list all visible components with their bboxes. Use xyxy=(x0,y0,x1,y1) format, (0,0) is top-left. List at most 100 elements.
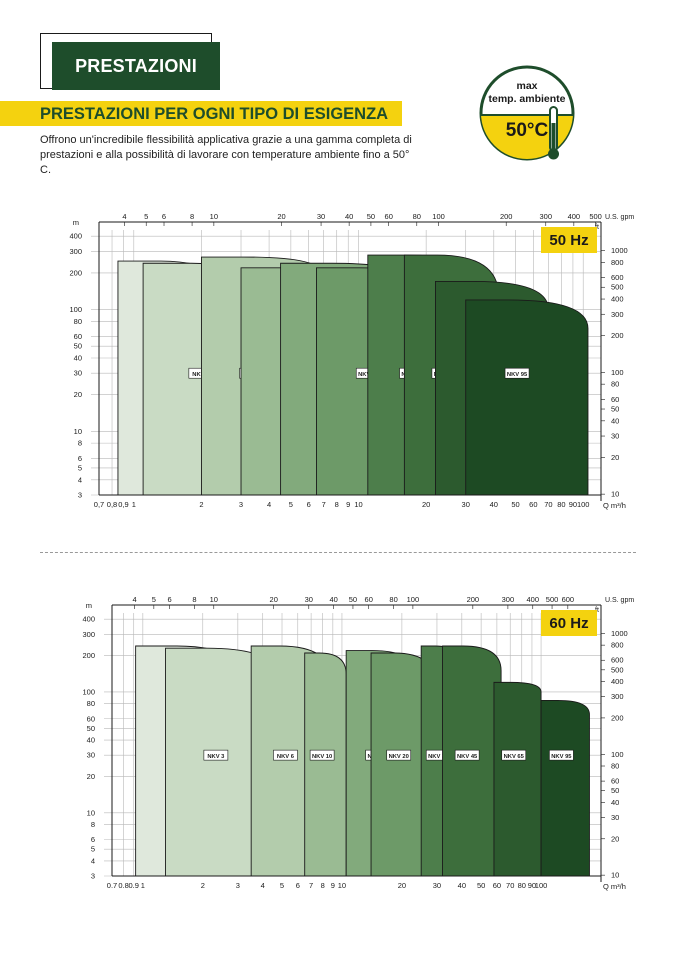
x-top-tick-label: 600 xyxy=(562,595,575,604)
y-right-tick-label: 50 xyxy=(611,405,619,414)
y-tick-label: 40 xyxy=(74,354,82,363)
x-tick-label: 50 xyxy=(511,500,519,509)
series-label: NKV 6 xyxy=(273,749,298,761)
x-top-tick-label: 8 xyxy=(192,595,196,604)
series-label: NKV 20 xyxy=(386,749,412,761)
x-top-tick-label: 80 xyxy=(389,595,397,604)
heading-bar xyxy=(0,101,402,126)
x-top-tick-label: 10 xyxy=(210,212,218,221)
y-tick-label: 400 xyxy=(69,232,82,241)
x-top-tick-label: 100 xyxy=(432,212,445,221)
series-label-box xyxy=(549,749,574,761)
y-right-tick-label: 10 xyxy=(611,490,619,499)
y-unit: m xyxy=(73,218,79,227)
y-tick-label: 6 xyxy=(78,454,82,463)
y-right-tick-label: 80 xyxy=(611,762,619,771)
y-right-tick-label: 40 xyxy=(611,416,619,425)
y-tick-label: 100 xyxy=(69,305,82,314)
y-tick-label: 10 xyxy=(74,427,82,436)
series-label: NKV 95 xyxy=(504,367,530,379)
x-tick-label: 8 xyxy=(335,500,339,509)
x-tick-label: 0,9 xyxy=(118,500,128,509)
y-tick-label: 60 xyxy=(87,714,95,723)
x-tick-label: 9 xyxy=(346,500,350,509)
x-top-tick-label: 20 xyxy=(277,212,285,221)
y-right-tick-label: 30 xyxy=(611,813,619,822)
y-tick-label: 200 xyxy=(69,268,82,277)
x-tick-label: 20 xyxy=(398,881,406,890)
x-tick-label: 100 xyxy=(577,500,590,509)
y-tick-label: 8 xyxy=(78,439,82,448)
series-label-box xyxy=(203,749,229,761)
x-tick-label: 10 xyxy=(338,881,346,890)
series-label-box xyxy=(273,749,298,761)
badge-line-1: max xyxy=(516,80,538,92)
x-top-tick-label: 10 xyxy=(210,595,218,604)
y-right-tick-label: 50 xyxy=(611,786,619,795)
temperature-badge xyxy=(479,65,575,161)
y-right-tick-label: 40 xyxy=(611,798,619,807)
series-name: NKV 45 xyxy=(457,754,478,760)
frequency-label-box xyxy=(541,610,597,636)
page-heading: PRESTAZIONI PER OGNI TIPO DI ESIGENZA xyxy=(40,105,389,123)
y-right-tick-label: 300 xyxy=(611,692,624,701)
y-tick-label: 4 xyxy=(78,475,82,484)
y-right-tick-label: 500 xyxy=(611,665,624,674)
series-label: NKV 65 xyxy=(501,749,527,761)
x-tick-label: 3 xyxy=(239,500,243,509)
y-right-tick-label: 30 xyxy=(611,432,619,441)
y-right-tick-label: 200 xyxy=(611,713,624,722)
x-top-tick-label: 50 xyxy=(367,212,375,221)
x-tick-label: 1 xyxy=(141,881,145,890)
x-tick-label: 90 xyxy=(528,881,536,890)
thermometer-icon xyxy=(548,106,559,160)
x-top-tick-label: 80 xyxy=(413,212,421,221)
curve-area-nkv-10 xyxy=(304,652,347,877)
x-top-tick-label: 300 xyxy=(502,595,515,604)
x-top-tick-label: 200 xyxy=(500,212,513,221)
x-tick-label: 0.9 xyxy=(129,881,139,890)
y-tick-label: 50 xyxy=(74,342,82,351)
y-tick-label: 30 xyxy=(87,751,95,760)
series-name: NKV 95 xyxy=(507,372,528,378)
y-tick-label: 200 xyxy=(82,651,95,660)
y-tick-label: 50 xyxy=(87,724,95,733)
x-tick-label: 60 xyxy=(529,500,537,509)
x-tick-label: 3 xyxy=(236,881,240,890)
x-tick-label: 2 xyxy=(199,500,203,509)
y-tick-label: 8 xyxy=(91,820,95,829)
series-label-box xyxy=(309,749,335,761)
badge-line-2: temp. ambiente xyxy=(488,93,566,105)
x-top-tick-label: 5 xyxy=(144,212,148,221)
y-right-tick-label: 600 xyxy=(611,656,624,665)
curve-area-nkv-95 xyxy=(465,299,589,496)
series-label: NKV 10 xyxy=(309,749,335,761)
x-top-tick-label: 20 xyxy=(270,595,278,604)
x-top-tick-label: 500 xyxy=(589,212,602,221)
y-right-tick-label: 800 xyxy=(611,641,624,650)
x-top-tick-label: 60 xyxy=(365,595,373,604)
y-right-tick-label: 20 xyxy=(611,834,619,843)
curve-area-nkv-95 xyxy=(540,700,590,877)
y-unit: m xyxy=(86,601,92,610)
curve-area-nkv-45 xyxy=(442,645,502,877)
x-tick-label: 5 xyxy=(289,500,293,509)
x-top-tick-label: 40 xyxy=(345,212,353,221)
y-tick-label: 6 xyxy=(91,835,95,844)
y-tick-label: 300 xyxy=(69,247,82,256)
y-tick-label: 4 xyxy=(91,856,95,865)
y-right-tick-label: 20 xyxy=(611,453,619,462)
x-tick-label: 7 xyxy=(322,500,326,509)
x-tick-label: 70 xyxy=(544,500,552,509)
series-name: NKV 3 xyxy=(207,754,225,760)
x-tick-label: 80 xyxy=(557,500,565,509)
y-right-tick-label: 1000 xyxy=(611,629,628,638)
x-tick-label: 0.8 xyxy=(118,881,128,890)
y-right-tick-label: 10 xyxy=(611,871,619,880)
frequency-text: 50 Hz xyxy=(549,232,588,249)
x-top-tick-label: 400 xyxy=(568,212,581,221)
x-top-tick-label: 500 xyxy=(546,595,559,604)
x-tick-label: 8 xyxy=(321,881,325,890)
y-right-tick-label: 1000 xyxy=(611,246,628,255)
